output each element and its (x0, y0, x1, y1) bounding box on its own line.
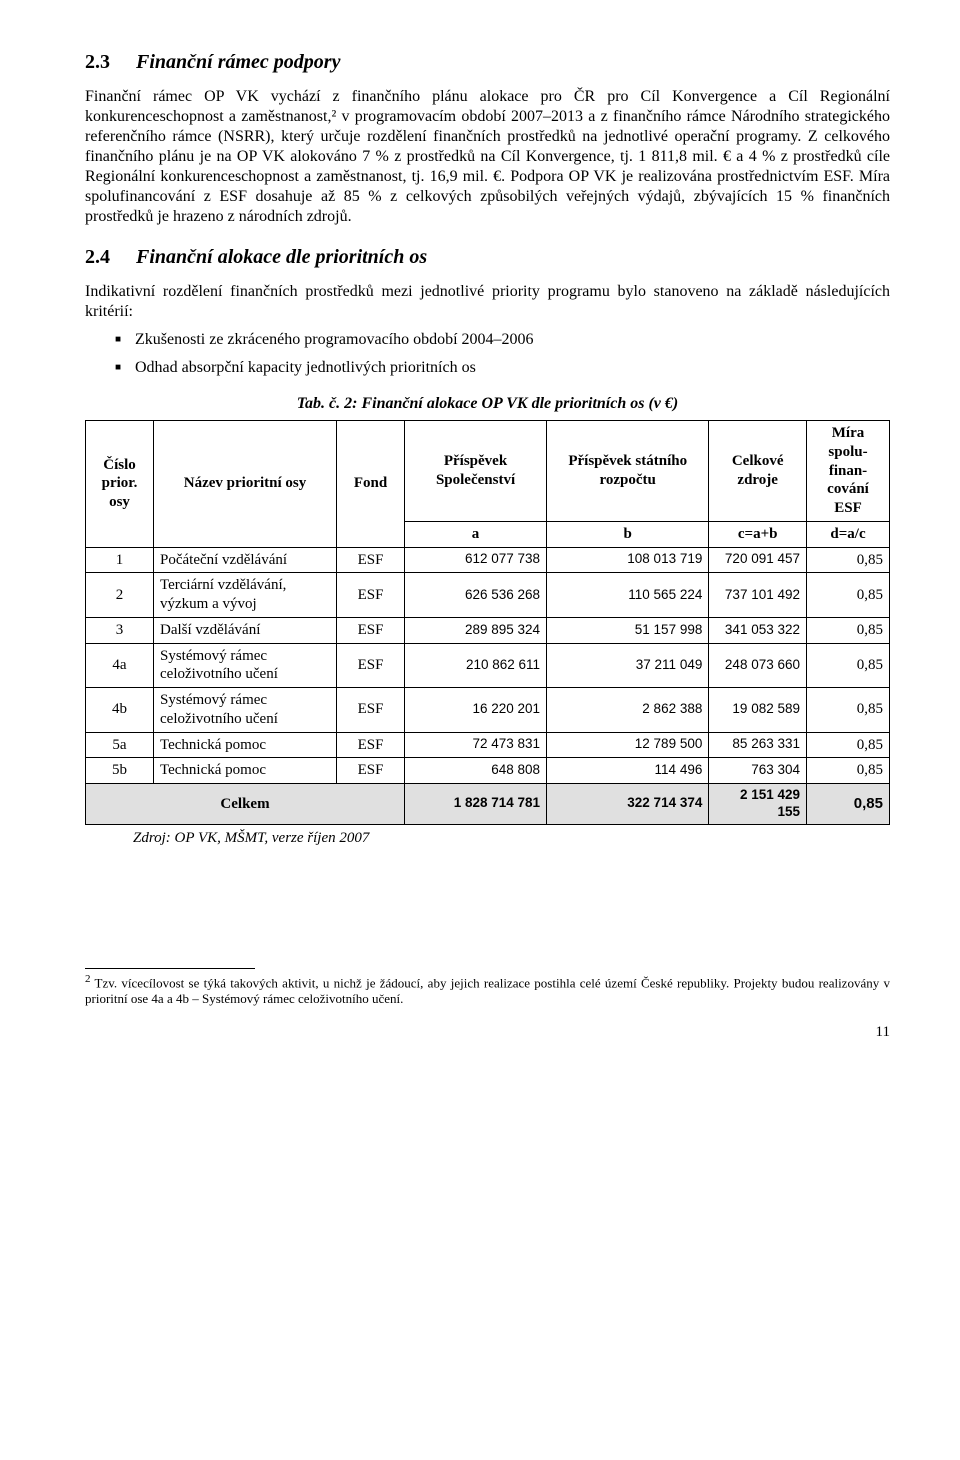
cell-id: 2 (86, 573, 154, 618)
cell-name: Technická pomoc (154, 758, 337, 784)
cell-id: 1 (86, 547, 154, 573)
th-axis-id: Číslo prior. osy (86, 421, 154, 548)
cell-c: 248 073 660 (709, 643, 807, 688)
page-number: 11 (85, 1023, 890, 1042)
section-2-4-intro: Indikativní rozdělení finančních prostře… (85, 282, 890, 322)
cell-name: Systémový rámec celoživotního učení (154, 643, 337, 688)
cell-b: 108 013 719 (547, 547, 709, 573)
cell-fund: ESF (337, 732, 405, 758)
table-body: 1Počáteční vzděláváníESF612 077 738108 0… (86, 547, 890, 824)
cell-a: 612 077 738 (405, 547, 547, 573)
table-row: 1Počáteční vzděláváníESF612 077 738108 0… (86, 547, 890, 573)
cell-a: 626 536 268 (405, 573, 547, 618)
table-row: 5aTechnická pomocESF72 473 83112 789 500… (86, 732, 890, 758)
cell-c: 85 263 331 (709, 732, 807, 758)
footnote-body: Tzv. vícecílovost se týká takových aktiv… (85, 975, 890, 1006)
cell-d: 0,85 (807, 617, 890, 643)
cell-id: 5b (86, 758, 154, 784)
cell-total-a: 1 828 714 781 (405, 784, 547, 825)
footnote-separator (85, 968, 255, 969)
cell-id: 3 (86, 617, 154, 643)
th-axis-name: Název prioritní osy (154, 421, 337, 548)
table-row: 3Další vzděláváníESF289 895 32451 157 99… (86, 617, 890, 643)
cell-c: 341 053 322 (709, 617, 807, 643)
table-row: 4aSystémový rámec celoživotního učeníESF… (86, 643, 890, 688)
cell-b: 51 157 998 (547, 617, 709, 643)
cell-fund: ESF (337, 617, 405, 643)
cell-id: 5a (86, 732, 154, 758)
section-2-3-title: 2.3 Finanční rámec podpory (85, 50, 890, 75)
table-caption: Tab. č. 2: Finanční alokace OP VK dle pr… (85, 394, 890, 414)
cell-id: 4b (86, 688, 154, 733)
cell-name: Terciární vzdělávání, výzkum a vývoj (154, 573, 337, 618)
table-row: 5bTechnická pomocESF648 808114 496763 30… (86, 758, 890, 784)
cell-name: Počáteční vzdělávání (154, 547, 337, 573)
cell-total-c: 2 151 429 155 (709, 784, 807, 825)
cell-d: 0,85 (807, 643, 890, 688)
table-row: 4bSystémový rámec celoživotního učeníESF… (86, 688, 890, 733)
cell-b: 37 211 049 (547, 643, 709, 688)
cell-d: 0,85 (807, 732, 890, 758)
cell-a: 16 220 201 (405, 688, 547, 733)
cell-b: 114 496 (547, 758, 709, 784)
cell-a: 289 895 324 (405, 617, 547, 643)
cell-a: 210 862 611 (405, 643, 547, 688)
cell-name: Systémový rámec celoživotního učení (154, 688, 337, 733)
allocation-table: Číslo prior. osy Název prioritní osy Fon… (85, 420, 890, 825)
cell-a: 648 808 (405, 758, 547, 784)
cell-b: 12 789 500 (547, 732, 709, 758)
list-item: Odhad absorpční kapacity jednotlivých pr… (85, 358, 890, 378)
th-community: Příspěvek Společenství (405, 421, 547, 522)
th-sub-b: b (547, 521, 709, 547)
footnote-text: 2 Tzv. vícecílovost se týká takových akt… (85, 973, 890, 1008)
cell-d: 0,85 (807, 547, 890, 573)
th-state: Příspěvek státního rozpočtu (547, 421, 709, 522)
cell-a: 72 473 831 (405, 732, 547, 758)
th-sub-c: c=a+b (709, 521, 807, 547)
cell-total-d: 0,85 (807, 784, 890, 825)
cell-d: 0,85 (807, 688, 890, 733)
section-2-3-body: Finanční rámec OP VK vychází z finančníh… (85, 87, 890, 227)
th-rate: Míra spolu-finan-cování ESF (807, 421, 890, 522)
cell-fund: ESF (337, 547, 405, 573)
cell-c: 720 091 457 (709, 547, 807, 573)
cell-name: Další vzdělávání (154, 617, 337, 643)
section-2-4-heading: Finanční alokace dle prioritních os (136, 246, 427, 268)
cell-c: 737 101 492 (709, 573, 807, 618)
cell-fund: ESF (337, 758, 405, 784)
section-2-3-num: 2.3 (85, 50, 131, 75)
cell-total-label: Celkem (86, 784, 405, 825)
cell-total-b: 322 714 374 (547, 784, 709, 825)
section-2-3-heading: Finanční rámec podpory (136, 51, 340, 73)
cell-d: 0,85 (807, 573, 890, 618)
th-sub-a: a (405, 521, 547, 547)
table-row: 2Terciární vzdělávání, výzkum a vývojESF… (86, 573, 890, 618)
th-total: Celkové zdroje (709, 421, 807, 522)
cell-name: Technická pomoc (154, 732, 337, 758)
cell-c: 763 304 (709, 758, 807, 784)
table-source: Zdroj: OP VK, MŠMT, verze říjen 2007 (133, 829, 890, 848)
cell-fund: ESF (337, 643, 405, 688)
cell-fund: ESF (337, 573, 405, 618)
table-row-total: Celkem1 828 714 781322 714 3742 151 429 … (86, 784, 890, 825)
cell-fund: ESF (337, 688, 405, 733)
cell-c: 19 082 589 (709, 688, 807, 733)
th-fund: Fond (337, 421, 405, 548)
section-2-4-num: 2.4 (85, 245, 131, 270)
cell-d: 0,85 (807, 758, 890, 784)
th-sub-d: d=a/c (807, 521, 890, 547)
section-2-4-title: 2.4 Finanční alokace dle prioritních os (85, 245, 890, 270)
cell-b: 110 565 224 (547, 573, 709, 618)
criteria-list: Zkušenosti ze zkráceného programovacího … (85, 330, 890, 378)
cell-b: 2 862 388 (547, 688, 709, 733)
list-item: Zkušenosti ze zkráceného programovacího … (85, 330, 890, 350)
cell-id: 4a (86, 643, 154, 688)
